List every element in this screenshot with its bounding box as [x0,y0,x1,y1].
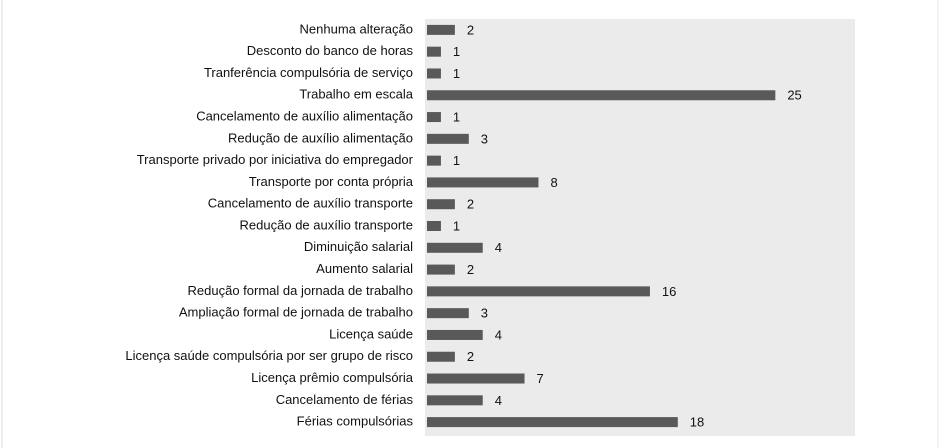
category-label: Desconto do banco de horas [247,43,414,58]
bar [427,221,441,231]
value-label: 1 [453,153,460,168]
value-label: 4 [495,393,502,408]
bar [427,177,539,188]
category-label: Cancelamento de férias [276,392,414,407]
bar [427,133,469,144]
value-label: 4 [495,327,502,342]
category-label: Redução formal da jornada de trabalho [188,283,413,298]
bar [427,199,455,210]
value-label: 25 [787,88,801,103]
bar [427,351,455,362]
bar [427,373,525,384]
category-label: Ampliação formal de jornada de trabalho [179,305,413,320]
category-label: Trabalho em escala [299,87,413,102]
value-label: 3 [481,306,488,321]
category-label: Nenhuma alteração [300,21,413,36]
value-label: 7 [537,371,544,386]
category-label: Licença saúde [329,326,413,341]
value-label: 1 [453,109,460,124]
bar [427,46,441,57]
category-label: Licença prêmio compulsória [251,370,414,385]
bar [427,286,650,297]
bar [427,112,441,123]
value-label: 4 [495,240,502,255]
bar [427,329,483,340]
bar [427,264,455,275]
category-label: Diminuição salarial [304,239,413,254]
category-label: Tranferência compulsória de serviço [204,65,413,80]
category-label: Férias compulsórias [297,414,414,429]
category-label: Licença saúde compulsória por ser grupo … [125,348,413,363]
value-label: 2 [467,197,474,212]
category-label: Cancelamento de auxílio alimentação [196,108,413,123]
category-label: Cancelamento de auxílio transporte [208,196,413,211]
value-label: 2 [467,349,474,364]
category-label: Redução de auxílio alimentação [228,130,413,145]
bar [427,68,441,79]
bar [427,90,776,101]
bar [427,155,441,166]
value-label: 1 [453,66,460,81]
value-label: 3 [481,131,488,146]
category-label: Transporte por conta própria [249,174,414,189]
bar [427,24,455,35]
value-label: 2 [467,22,474,37]
value-label: 1 [453,44,460,59]
plot-area [425,19,855,436]
category-label: Transporte privado por iniciativa do emp… [137,152,414,167]
value-label: 18 [690,415,704,430]
bar [427,417,678,428]
category-label: Redução de auxílio transporte [240,217,413,232]
category-label: Aumento salarial [316,261,413,276]
value-label: 1 [453,218,460,233]
bar [427,242,483,253]
bar [427,395,483,406]
value-label: 8 [550,175,557,190]
bar [427,308,469,319]
value-label: 16 [662,284,676,299]
value-label: 2 [467,262,474,277]
